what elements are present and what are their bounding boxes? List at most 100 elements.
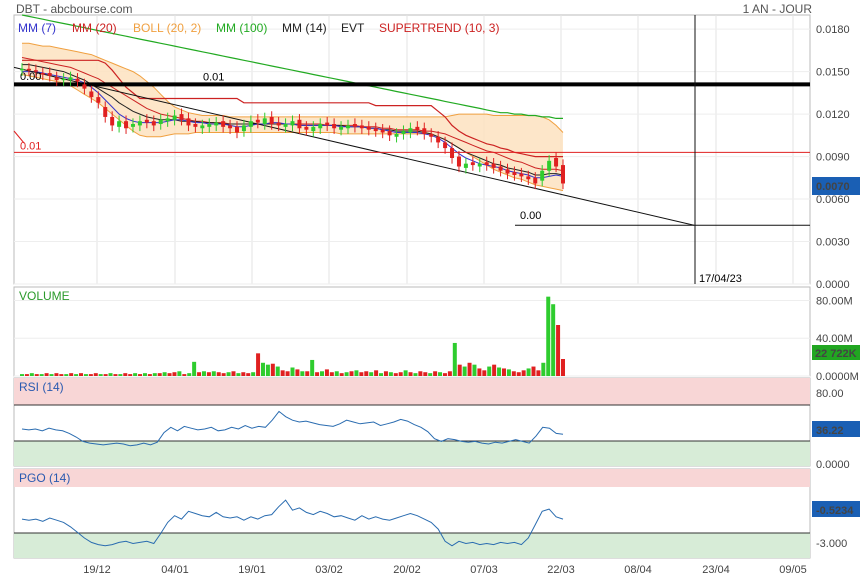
volume-bar xyxy=(138,374,143,376)
volume-bar xyxy=(275,366,280,376)
volume-bar xyxy=(383,371,388,376)
candle-body xyxy=(463,163,468,168)
period-label[interactable]: 1 AN - JOUR xyxy=(742,2,812,16)
x-tick-label: 23/04 xyxy=(702,564,730,576)
candle-body xyxy=(359,125,364,129)
trend-line xyxy=(13,66,695,226)
candle-body xyxy=(200,125,205,129)
volume-bar xyxy=(133,373,138,376)
volume-bar xyxy=(246,373,251,376)
volume-bar xyxy=(270,363,275,376)
volume-bar xyxy=(374,370,379,376)
volume-bar xyxy=(113,374,118,376)
volume-bar xyxy=(226,372,231,376)
volume-bar xyxy=(369,372,374,376)
candle-body xyxy=(68,77,73,81)
volume-bar xyxy=(98,374,103,376)
price-panel xyxy=(13,14,811,285)
volume-bar xyxy=(526,368,531,376)
supertrend-line xyxy=(22,59,563,158)
volume-bar xyxy=(364,371,369,376)
volume-bar xyxy=(354,370,359,376)
candle-body xyxy=(54,77,59,81)
x-tick-label: 07/03 xyxy=(470,564,498,576)
volume-bar xyxy=(236,373,241,376)
candle-body xyxy=(394,133,399,137)
volume-bar xyxy=(221,373,226,376)
volume-bar xyxy=(315,372,320,376)
volume-bar xyxy=(398,372,403,376)
candle-body xyxy=(110,116,115,126)
red-arrow xyxy=(13,130,25,144)
candle-body xyxy=(505,169,510,174)
legend-item: BOLL (20, 2) xyxy=(133,21,201,35)
volume-bar xyxy=(423,372,428,376)
legend-item: EVT xyxy=(341,21,365,35)
candle-body xyxy=(422,128,427,134)
volume-bar xyxy=(320,371,325,376)
candle-body xyxy=(456,156,461,167)
volume-bar xyxy=(231,371,236,376)
volume-bar xyxy=(428,373,433,376)
candle-body xyxy=(221,121,226,127)
candle-body xyxy=(554,157,559,167)
candle-body xyxy=(352,124,357,127)
volume-bar xyxy=(334,371,339,376)
candle-body xyxy=(519,173,524,177)
candle-body xyxy=(207,124,212,127)
candle-body xyxy=(137,121,142,126)
candle-body xyxy=(151,121,156,126)
volume-bar xyxy=(93,373,98,376)
volume-bar xyxy=(54,373,59,376)
candle-body xyxy=(124,121,129,129)
candle-body xyxy=(172,115,177,120)
zero-level-label: 0.00 xyxy=(520,210,541,222)
volume-bar xyxy=(280,370,285,376)
last-price-label: 0.0070 xyxy=(816,181,850,193)
volume-bar xyxy=(541,362,546,376)
volume-bar xyxy=(438,372,443,376)
volume-bar xyxy=(216,372,221,376)
candle-body xyxy=(241,125,246,132)
volume-bar xyxy=(201,371,206,376)
volume-bar xyxy=(300,371,305,376)
volume-bar xyxy=(305,371,310,376)
volume-bar xyxy=(433,371,438,376)
volume-bar xyxy=(551,304,556,376)
rsi-last-badge xyxy=(812,421,860,437)
volume-bar xyxy=(241,372,246,376)
candle-body xyxy=(408,128,413,133)
volume-bar xyxy=(447,371,452,376)
volume-bar xyxy=(88,374,93,376)
x-tick-label: 09/05 xyxy=(779,564,807,576)
volume-bar xyxy=(74,374,79,376)
candle-body xyxy=(96,97,101,103)
volume-bar xyxy=(285,371,290,376)
legend-item: MM (100) xyxy=(216,21,267,35)
x-tick-label: 20/02 xyxy=(393,564,421,576)
volume-y-tick: 40.00M xyxy=(816,333,853,345)
volume-y-tick: 80.00M xyxy=(816,295,853,307)
volume-bar xyxy=(501,368,506,376)
price-y-tick: 0.0120 xyxy=(816,109,850,121)
x-tick-label: 08/04 xyxy=(624,564,652,576)
candle-body xyxy=(401,131,406,134)
volume-last-label: 22 722K xyxy=(815,348,857,360)
volume-bar xyxy=(310,359,315,376)
candle-body xyxy=(179,114,184,120)
left-annotation-label: 0.00 xyxy=(20,71,41,83)
volume-bar xyxy=(29,373,34,376)
candle-body xyxy=(436,136,441,143)
mm100-line xyxy=(21,14,563,119)
volume-last-badge xyxy=(812,345,860,360)
candle-body xyxy=(158,119,163,125)
candle-body xyxy=(339,126,344,130)
volume-bar xyxy=(418,371,423,376)
volume-bar xyxy=(516,372,521,376)
volume-bar xyxy=(324,369,329,376)
price-y-tick: 0.0060 xyxy=(816,194,850,206)
candle-body xyxy=(262,118,267,125)
volume-bar xyxy=(556,325,561,376)
candle-body xyxy=(443,142,448,149)
volume-bar xyxy=(34,374,39,376)
